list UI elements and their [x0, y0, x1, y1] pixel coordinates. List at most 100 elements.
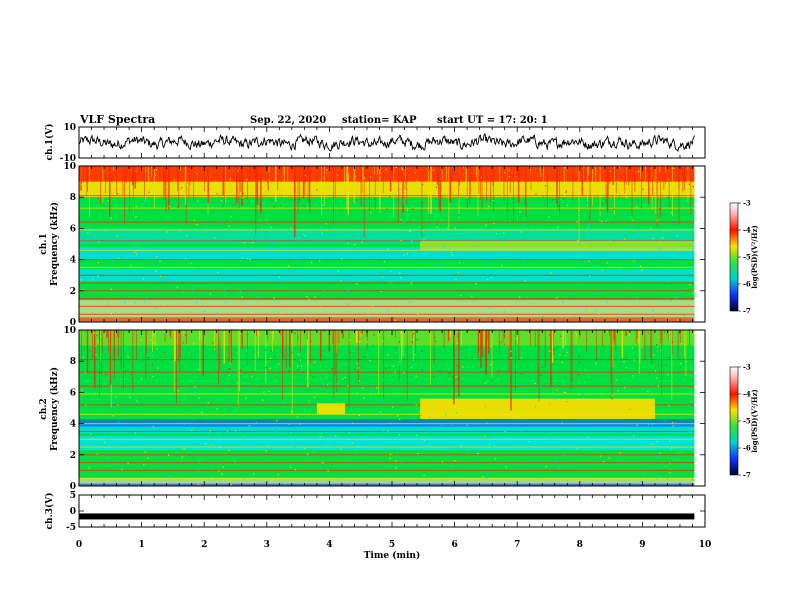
sp2-speckle: [152, 375, 154, 378]
sp2-speckle: [636, 424, 638, 426]
sp1-speckle: [616, 175, 618, 177]
sp1-speckle: [679, 260, 682, 263]
sp2-speckle: [559, 468, 561, 470]
sp2-speckle: [648, 460, 650, 462]
sp1-speckle: [273, 311, 275, 313]
sp1-speckle: [529, 190, 531, 193]
ch1-waveform-line: [78, 133, 695, 152]
sp2-speckle: [617, 390, 619, 392]
sp1-speckle: [347, 233, 349, 235]
sp2-speckle: [209, 430, 211, 432]
sp2-speckle: [167, 454, 170, 456]
sp1-speckle: [239, 275, 242, 277]
sp2-speckle: [228, 368, 230, 370]
sp1-speckle: [648, 269, 650, 271]
sp1-speckle: [607, 269, 609, 271]
sp1-speckle: [629, 308, 631, 310]
sp1-speckle: [228, 225, 230, 227]
sp1-speckle: [323, 290, 326, 292]
sp1-speckle: [280, 285, 282, 288]
sp2-speckle: [356, 392, 358, 395]
sp1-speckle: [630, 223, 633, 225]
sp1-speckle: [336, 174, 339, 177]
sp1-ytick-label: 10: [63, 162, 76, 172]
sp1-speckle: [609, 316, 612, 318]
ch2-spec-ylabel-channel: ch.2: [39, 398, 49, 419]
sp2-speckle: [620, 438, 622, 440]
sp2-speckle: [323, 462, 325, 464]
sp2-speckle: [555, 460, 558, 462]
sp1-speckle: [613, 208, 615, 210]
sp1-speckle: [152, 276, 155, 278]
sp1-speckle: [179, 236, 181, 238]
sp2-speckle: [331, 367, 334, 370]
sp1-speckle: [216, 193, 218, 195]
sp2-speckle: [349, 351, 351, 354]
sp1-speckle: [305, 250, 307, 253]
sp1-speckle: [273, 299, 276, 301]
sp2-speckle: [222, 480, 224, 482]
sp2-speckle: [97, 340, 99, 342]
sp1-speckle: [649, 179, 651, 182]
sp1-speckle: [620, 257, 623, 260]
sp2-speckle: [263, 391, 265, 393]
sp1-speckle: [531, 226, 533, 229]
sp2-speckle: [234, 430, 237, 432]
figure-title: VLF Spectra: [79, 113, 155, 126]
sp1-speckle: [672, 219, 674, 221]
sp1-speckle: [519, 211, 521, 213]
sp2-speckle: [106, 330, 108, 332]
sp1-speckle: [660, 247, 662, 249]
sp1-speckle: [466, 196, 469, 199]
sp2-speckle: [664, 420, 667, 422]
sp1-speckle: [447, 227, 449, 230]
sp1-speckle: [319, 260, 321, 262]
sp1-speckle: [595, 309, 597, 311]
sp1-speckle: [241, 197, 244, 199]
sp1-speckle: [524, 259, 526, 262]
sp1-speckle: [116, 193, 119, 195]
sp1-speckle: [632, 312, 635, 314]
ch1-spec-ylabel-channel: ch.1: [39, 233, 49, 254]
sp2-speckle: [364, 338, 366, 340]
sp2-speckle: [232, 413, 234, 415]
cbar1-tick-label: -6: [743, 280, 751, 289]
sp2-speckle: [615, 379, 618, 381]
sp1-speckle: [446, 197, 448, 199]
sp2-speckle: [110, 435, 112, 437]
sp1-speckle: [214, 237, 216, 239]
sp2-speckle: [214, 479, 216, 481]
sp1-speckle: [673, 305, 675, 307]
sp2-speckle: [379, 435, 381, 437]
sp2-speckle: [508, 398, 510, 400]
sp1-speckle: [623, 238, 626, 240]
sp2-speckle: [566, 351, 568, 354]
sp2-speckle: [198, 462, 200, 464]
sp1-speckle: [689, 283, 691, 286]
station-label: station= KAP: [342, 115, 417, 126]
sp2-speckle: [290, 432, 293, 434]
sp2-speckle: [387, 430, 389, 432]
sp1-speckle: [117, 257, 120, 260]
sp1-speckle: [401, 285, 404, 287]
sp2-speckle: [93, 332, 96, 334]
sp2-speckle: [340, 448, 342, 450]
sp1-speckle: [134, 251, 136, 253]
sp1-speckle: [592, 171, 594, 174]
sp1-speckle: [251, 241, 254, 244]
sp1-speckle: [601, 269, 603, 271]
sp2-speckle: [482, 475, 484, 478]
sp2-speckle: [488, 443, 491, 445]
sp2-speckle: [560, 335, 562, 337]
sp1-speckle: [192, 173, 195, 176]
sp2-speckle: [392, 365, 395, 368]
sp2-speckle: [391, 392, 393, 395]
sp2-speckle: [86, 448, 89, 450]
sp1-speckle: [598, 313, 600, 315]
sp1-speckle: [477, 245, 479, 248]
sp2-speckle: [192, 386, 194, 388]
sp2-speckle: [355, 451, 357, 453]
sp2-speckle: [291, 351, 293, 353]
sp1-speckle: [223, 290, 225, 292]
sp1-speckle: [493, 222, 495, 224]
